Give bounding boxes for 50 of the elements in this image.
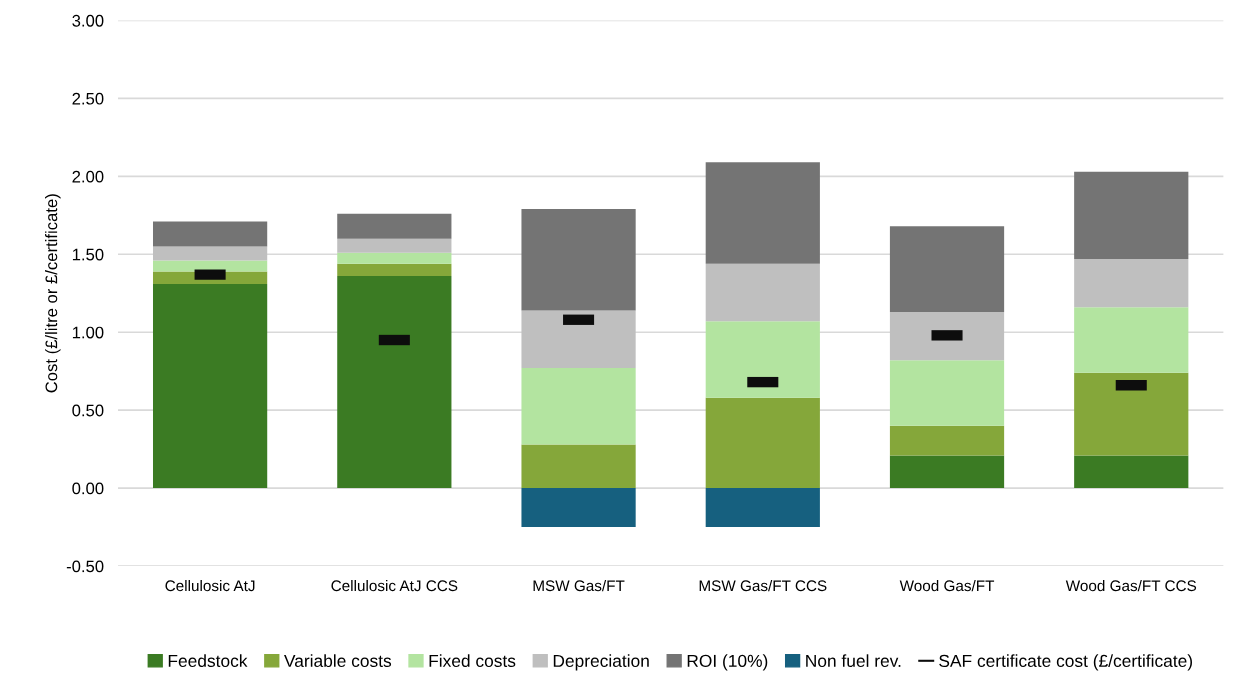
y-tick-label: 0.50 [72,404,104,417]
y-tick-label: 1.00 [72,326,104,339]
bar [1074,258,1189,308]
legend-label: SAF certificate cost (£/certificate) [939,654,1192,671]
y-tick-label: -0.50 [66,560,104,573]
bar [152,221,268,247]
x-tick-label: Wood Gas/FT [899,579,995,592]
bar [521,310,636,369]
bar [1074,455,1189,489]
bar [521,368,636,445]
bar [337,263,452,277]
x-tick-label: Cellulosic AtJ CCS [331,579,458,592]
bar [337,238,452,253]
y-tick-label: 2.00 [72,170,104,183]
y-tick-label: 0.00 [72,482,104,495]
bar [521,488,636,528]
bar [889,425,1005,456]
y-tick-label: 2.50 [72,92,104,105]
bar [1074,171,1189,259]
legend-label: Feedstock [168,654,248,668]
y-tick-label: 1.50 [72,248,104,261]
bar [337,276,452,489]
bar [337,213,452,239]
bar [337,252,452,264]
x-tick-label: MSW Gas/FT [533,579,625,592]
bar [521,209,636,311]
x-tick-label: Wood Gas/FT CCS [1065,579,1197,592]
bar [889,226,1005,312]
bar [705,263,820,322]
legend-label: ROI (10%) [687,654,768,671]
x-tick-label: Cellulosic AtJ [165,579,255,592]
bar [1074,307,1189,373]
bar [152,246,268,261]
y-tick-label: 3.00 [72,14,104,27]
bar [152,283,268,489]
bar [521,444,636,489]
bar [705,488,820,528]
bar [889,455,1005,489]
bar [705,162,820,264]
legend-label: Variable costs [284,654,392,668]
bar [1074,372,1189,456]
bar [705,397,820,489]
legend-label: Fixed costs [429,654,516,668]
legend-label: Depreciation [553,654,649,671]
bar [705,321,820,398]
x-tick-label: MSW Gas/FT CCS [699,579,827,592]
y-axis-title: Cost (£/litre or £/certificate) [45,194,61,393]
bar [889,360,1005,426]
bar [889,311,1005,361]
legend-label: Non fuel rev. [806,654,901,668]
